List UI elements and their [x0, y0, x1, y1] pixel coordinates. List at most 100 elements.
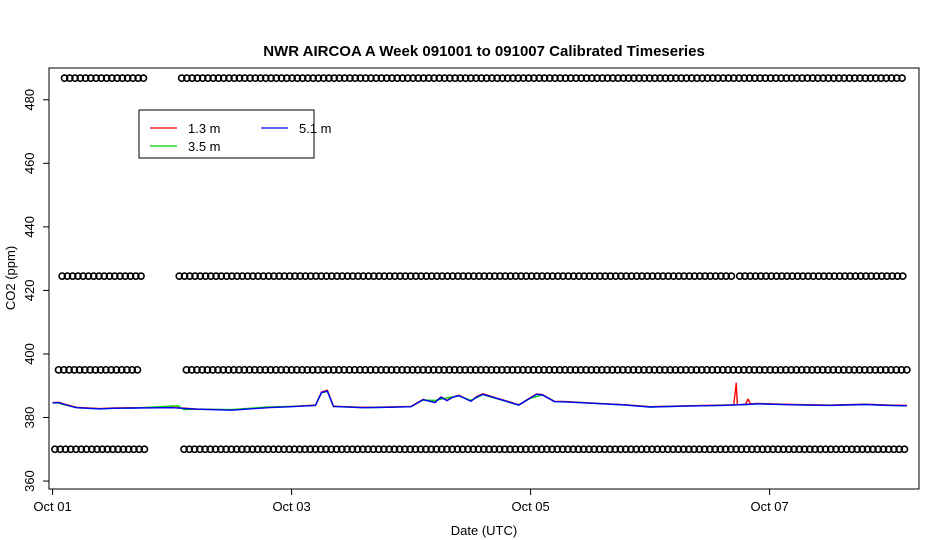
- flag-point: [793, 272, 802, 281]
- flag-point: [627, 272, 636, 281]
- flag-point: [253, 445, 262, 454]
- flag-point: [856, 272, 865, 281]
- flag-point: [847, 445, 856, 454]
- flag-point: [295, 445, 304, 454]
- flag-point: [245, 365, 254, 374]
- flag-point: [600, 445, 609, 454]
- flag-point: [538, 272, 546, 281]
- flag-point: [80, 365, 89, 374]
- flag-point: [422, 445, 430, 454]
- flag-point: [229, 365, 238, 374]
- flag-point: [514, 74, 523, 83]
- flag-point: [666, 365, 675, 374]
- flag-point: [509, 74, 517, 83]
- flag-point: [195, 445, 204, 454]
- flag-point: [603, 74, 612, 83]
- flag-point: [82, 445, 91, 454]
- flag-point: [103, 445, 112, 454]
- flag-point: [485, 445, 493, 454]
- flag-point: [437, 445, 446, 454]
- flag-point: [676, 365, 685, 374]
- flag-point: [803, 74, 812, 83]
- flag-point: [356, 74, 365, 83]
- flag-point: [387, 365, 396, 374]
- flag-point: [898, 272, 907, 281]
- flag-point: [466, 74, 475, 83]
- flag-point: [123, 365, 131, 374]
- flag-point: [677, 74, 686, 83]
- flag-point: [422, 272, 431, 281]
- flag-point: [180, 272, 189, 281]
- flag-point: [246, 74, 254, 83]
- flag-point: [522, 272, 531, 281]
- flag-point: [371, 365, 380, 374]
- flag-point: [224, 365, 233, 374]
- flag-point: [566, 365, 575, 374]
- flag-point: [456, 74, 465, 83]
- flag-point: [862, 272, 870, 281]
- flag-point: [306, 272, 315, 281]
- flag-point: [850, 365, 859, 374]
- flag-point: [203, 365, 212, 374]
- flag-point: [804, 272, 812, 281]
- flag-point: [661, 74, 670, 83]
- flag-point: [639, 365, 648, 374]
- flag-point: [645, 74, 654, 83]
- y-tick-label: 420: [22, 280, 37, 302]
- flag-point: [634, 365, 643, 374]
- flag-point: [496, 272, 504, 281]
- flag-point: [892, 365, 901, 374]
- flag-point: [816, 445, 825, 454]
- flag-point: [856, 74, 864, 83]
- flag-point: [259, 272, 268, 281]
- flag-point: [524, 365, 533, 374]
- flag-point: [424, 365, 433, 374]
- flag-point: [877, 74, 885, 83]
- flag-point: [871, 74, 880, 83]
- flag-point: [513, 365, 522, 374]
- flag-point: [175, 272, 184, 281]
- flag-point: [772, 272, 781, 281]
- flag-point: [443, 445, 451, 454]
- flag-point: [254, 272, 263, 281]
- flag-point: [879, 445, 888, 454]
- flag-point: [598, 74, 607, 83]
- flag-point: [290, 445, 299, 454]
- flag-point: [737, 445, 746, 454]
- flag-point: [198, 365, 207, 374]
- flag-point: [81, 74, 90, 83]
- flag-point: [134, 74, 143, 83]
- flag-point: [359, 272, 368, 281]
- flag-point: [211, 445, 220, 454]
- flag-point: [185, 445, 194, 454]
- flag-point: [824, 74, 833, 83]
- flag-point: [729, 365, 738, 374]
- flag-point: [358, 445, 367, 454]
- flag-point: [576, 365, 585, 374]
- flag-point: [306, 445, 315, 454]
- flag-point: [225, 74, 233, 83]
- flag-point: [377, 365, 385, 374]
- flag-point: [732, 445, 741, 454]
- flag-point: [116, 272, 124, 281]
- chart-title: NWR AIRCOA A Week 091001 to 091007 Calib…: [263, 43, 705, 60]
- flag-point: [261, 365, 270, 374]
- flag-point: [783, 272, 791, 281]
- flag-point: [119, 445, 128, 454]
- flag-point: [198, 74, 207, 83]
- flag-point: [396, 272, 405, 281]
- flag-point: [798, 272, 807, 281]
- flag-point: [593, 74, 601, 83]
- flag-point: [411, 272, 420, 281]
- flag-point: [653, 445, 662, 454]
- flag-point: [760, 365, 769, 374]
- flag-point: [340, 74, 349, 83]
- flag-point: [893, 272, 902, 281]
- y-axis-label: CO2 (ppm): [3, 246, 18, 310]
- flag-point: [887, 365, 895, 374]
- flag-point: [271, 365, 280, 374]
- flag-point: [201, 445, 209, 454]
- flag-point: [666, 74, 675, 83]
- flag-point: [419, 74, 428, 83]
- flag-point: [529, 365, 538, 374]
